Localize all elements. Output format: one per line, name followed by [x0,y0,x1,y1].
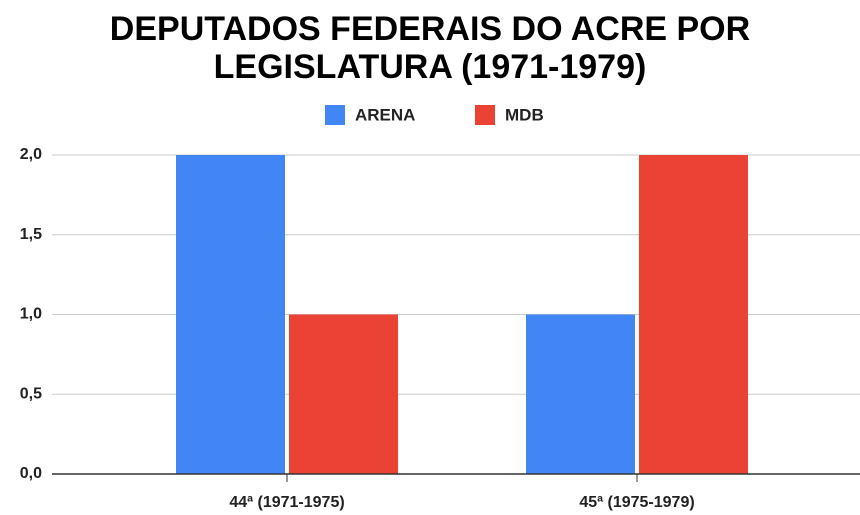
y-tick-label: 0,0 [20,465,42,482]
legend-label: MDB [505,105,544,124]
y-tick-label: 1,5 [20,226,42,243]
bar [526,314,635,474]
legend-swatch [475,105,495,125]
bar [289,314,398,474]
bar [639,155,748,474]
legend-swatch [325,105,345,125]
legend-label: ARENA [355,105,415,124]
chart-title: DEPUTADOS FEDERAIS DO ACRE POR LEGISLATU… [109,10,751,86]
x-tick-label: 44ª (1971-1975) [229,494,344,511]
y-tick-label: 2,0 [20,146,42,163]
y-tick-label: 1,0 [20,306,42,323]
y-tick-label: 0,5 [20,385,42,402]
x-tick-label: 45ª (1975-1979) [579,494,694,511]
bar [176,155,285,474]
